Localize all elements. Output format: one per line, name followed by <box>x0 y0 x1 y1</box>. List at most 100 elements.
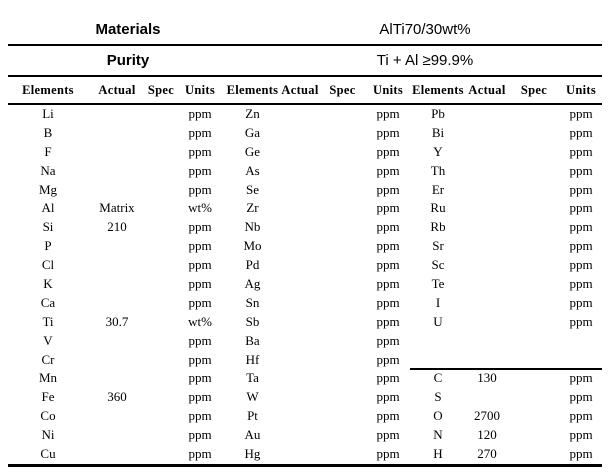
cell-actual-group1 <box>88 124 146 143</box>
cell-actual-group2 <box>281 218 319 237</box>
cell-elements-group3: I <box>435 294 441 310</box>
cell-elements-group1: Na <box>40 162 56 178</box>
cell-actual-group1 <box>88 369 146 388</box>
cell-units-group2: ppm <box>376 124 400 140</box>
cell-units-group3 <box>560 351 602 370</box>
column-header-elements-group2: Elements <box>226 82 279 97</box>
cell-elements-group3: Te <box>431 276 445 292</box>
cell-units-group2: ppm <box>376 446 400 462</box>
cell-elements-group2: Ge <box>244 143 261 159</box>
cell-elements-group1: Cl <box>41 257 55 273</box>
cell-actual-group2 <box>281 199 319 218</box>
cell-spec-group2 <box>319 369 366 388</box>
cell-spec-group3 <box>508 162 560 181</box>
cell-elements-group2: Pd <box>245 257 260 273</box>
cell-units-group1: ppm <box>188 389 212 405</box>
cell-spec-group2 <box>319 256 366 275</box>
cell-actual-group3: 130 <box>477 370 497 386</box>
cell-elements-group1: Cr <box>41 351 55 367</box>
cell-spec-group1 <box>146 369 176 388</box>
cell-actual-group1: Matrix <box>99 200 135 216</box>
cell-elements-group3: Sr <box>432 238 444 254</box>
column-header-units-group3: Units <box>566 82 596 97</box>
cell-actual-group2 <box>281 313 319 332</box>
cell-elements-group1: K <box>43 276 53 292</box>
cell-spec-group1 <box>146 256 176 275</box>
column-header-spec-group1: Spec <box>147 82 175 97</box>
cell-actual-group1 <box>88 181 146 200</box>
cell-actual-group3 <box>466 162 508 181</box>
cell-actual-group3 <box>466 237 508 256</box>
cell-units-group2: ppm <box>376 332 400 348</box>
column-header-actual-group2: Actual <box>281 82 319 97</box>
rule-under-materials <box>8 44 602 46</box>
cell-spec-group2 <box>319 351 366 370</box>
cell-spec-group3 <box>508 426 560 445</box>
cell-elements-group1: P <box>44 238 52 254</box>
cell-spec-group3 <box>508 445 560 464</box>
cell-units-group3: ppm <box>569 200 593 216</box>
cell-units-group3: ppm <box>569 257 593 273</box>
cell-units-group1: ppm <box>188 370 212 386</box>
materials-label: Materials <box>95 20 161 38</box>
materials-value: AlTi70/30wt% <box>379 20 471 38</box>
cell-units-group1: ppm <box>188 124 212 140</box>
cell-units-group2: ppm <box>376 238 400 254</box>
cell-actual-group2 <box>281 237 319 256</box>
cell-actual-group1 <box>88 105 146 124</box>
cell-elements-group2: As <box>245 162 260 178</box>
cell-actual-group3 <box>466 351 508 370</box>
cell-actual-group1: 360 <box>107 389 127 405</box>
cell-elements-group3: N <box>433 427 443 443</box>
cell-actual-group3 <box>466 256 508 275</box>
cell-spec-group3 <box>508 275 560 294</box>
cell-units-group3: ppm <box>569 238 593 254</box>
cell-actual-group2 <box>281 294 319 313</box>
cell-spec-group1 <box>146 237 176 256</box>
cell-spec-group1 <box>146 332 176 351</box>
cell-elements-group3: Er <box>431 181 445 197</box>
purity-row: Purity Ti + Al ≥99.9% <box>8 46 602 75</box>
cell-actual-group3: 2700 <box>474 408 500 424</box>
cell-actual-group2 <box>281 143 319 162</box>
cell-spec-group1 <box>146 445 176 464</box>
cell-actual-group3 <box>466 275 508 294</box>
cell-units-group3: ppm <box>569 389 593 405</box>
table-row: Si 210 ppm Nb ppm Rb ppm <box>8 218 602 237</box>
cell-units-group1: ppm <box>188 162 212 178</box>
table-header-row: Elements Actual Spec Units Elements Actual Spe… <box>8 77 602 103</box>
cell-units-group3: ppm <box>569 294 593 310</box>
cell-units-group2: ppm <box>376 427 400 443</box>
cell-spec-group3 <box>508 388 560 407</box>
cell-actual-group3 <box>466 105 508 124</box>
cell-actual-group3 <box>466 143 508 162</box>
cell-actual-group3 <box>466 388 508 407</box>
cell-units-group1: ppm <box>188 257 212 273</box>
cell-units-group3: ppm <box>569 446 593 462</box>
cell-elements-group1: Ni <box>41 427 55 443</box>
bottom-rule <box>8 463 602 467</box>
cell-spec-group2 <box>319 407 366 426</box>
cell-units-group1: ppm <box>188 106 212 121</box>
cell-actual-group3: 270 <box>477 446 497 462</box>
cell-actual-group3 <box>466 218 508 237</box>
cell-spec-group3 <box>508 369 560 388</box>
cell-actual-group3 <box>466 313 508 332</box>
cell-actual-group1 <box>88 275 146 294</box>
cell-units-group3: ppm <box>569 106 593 121</box>
cell-units-group1: ppm <box>188 143 212 159</box>
cell-elements-group2: Ag <box>244 276 261 292</box>
cell-elements-group3: Rb <box>430 219 446 235</box>
cell-elements-group3: S <box>434 389 442 405</box>
cell-units-group1: ppm <box>188 332 212 348</box>
cell-elements-group2: Au <box>244 427 261 443</box>
table-row: Na ppm As ppm Th ppm <box>8 162 602 181</box>
cell-units-group2: ppm <box>376 200 400 216</box>
cell-spec-group3 <box>508 181 560 200</box>
column-header-spec-group2: Spec <box>329 82 356 97</box>
